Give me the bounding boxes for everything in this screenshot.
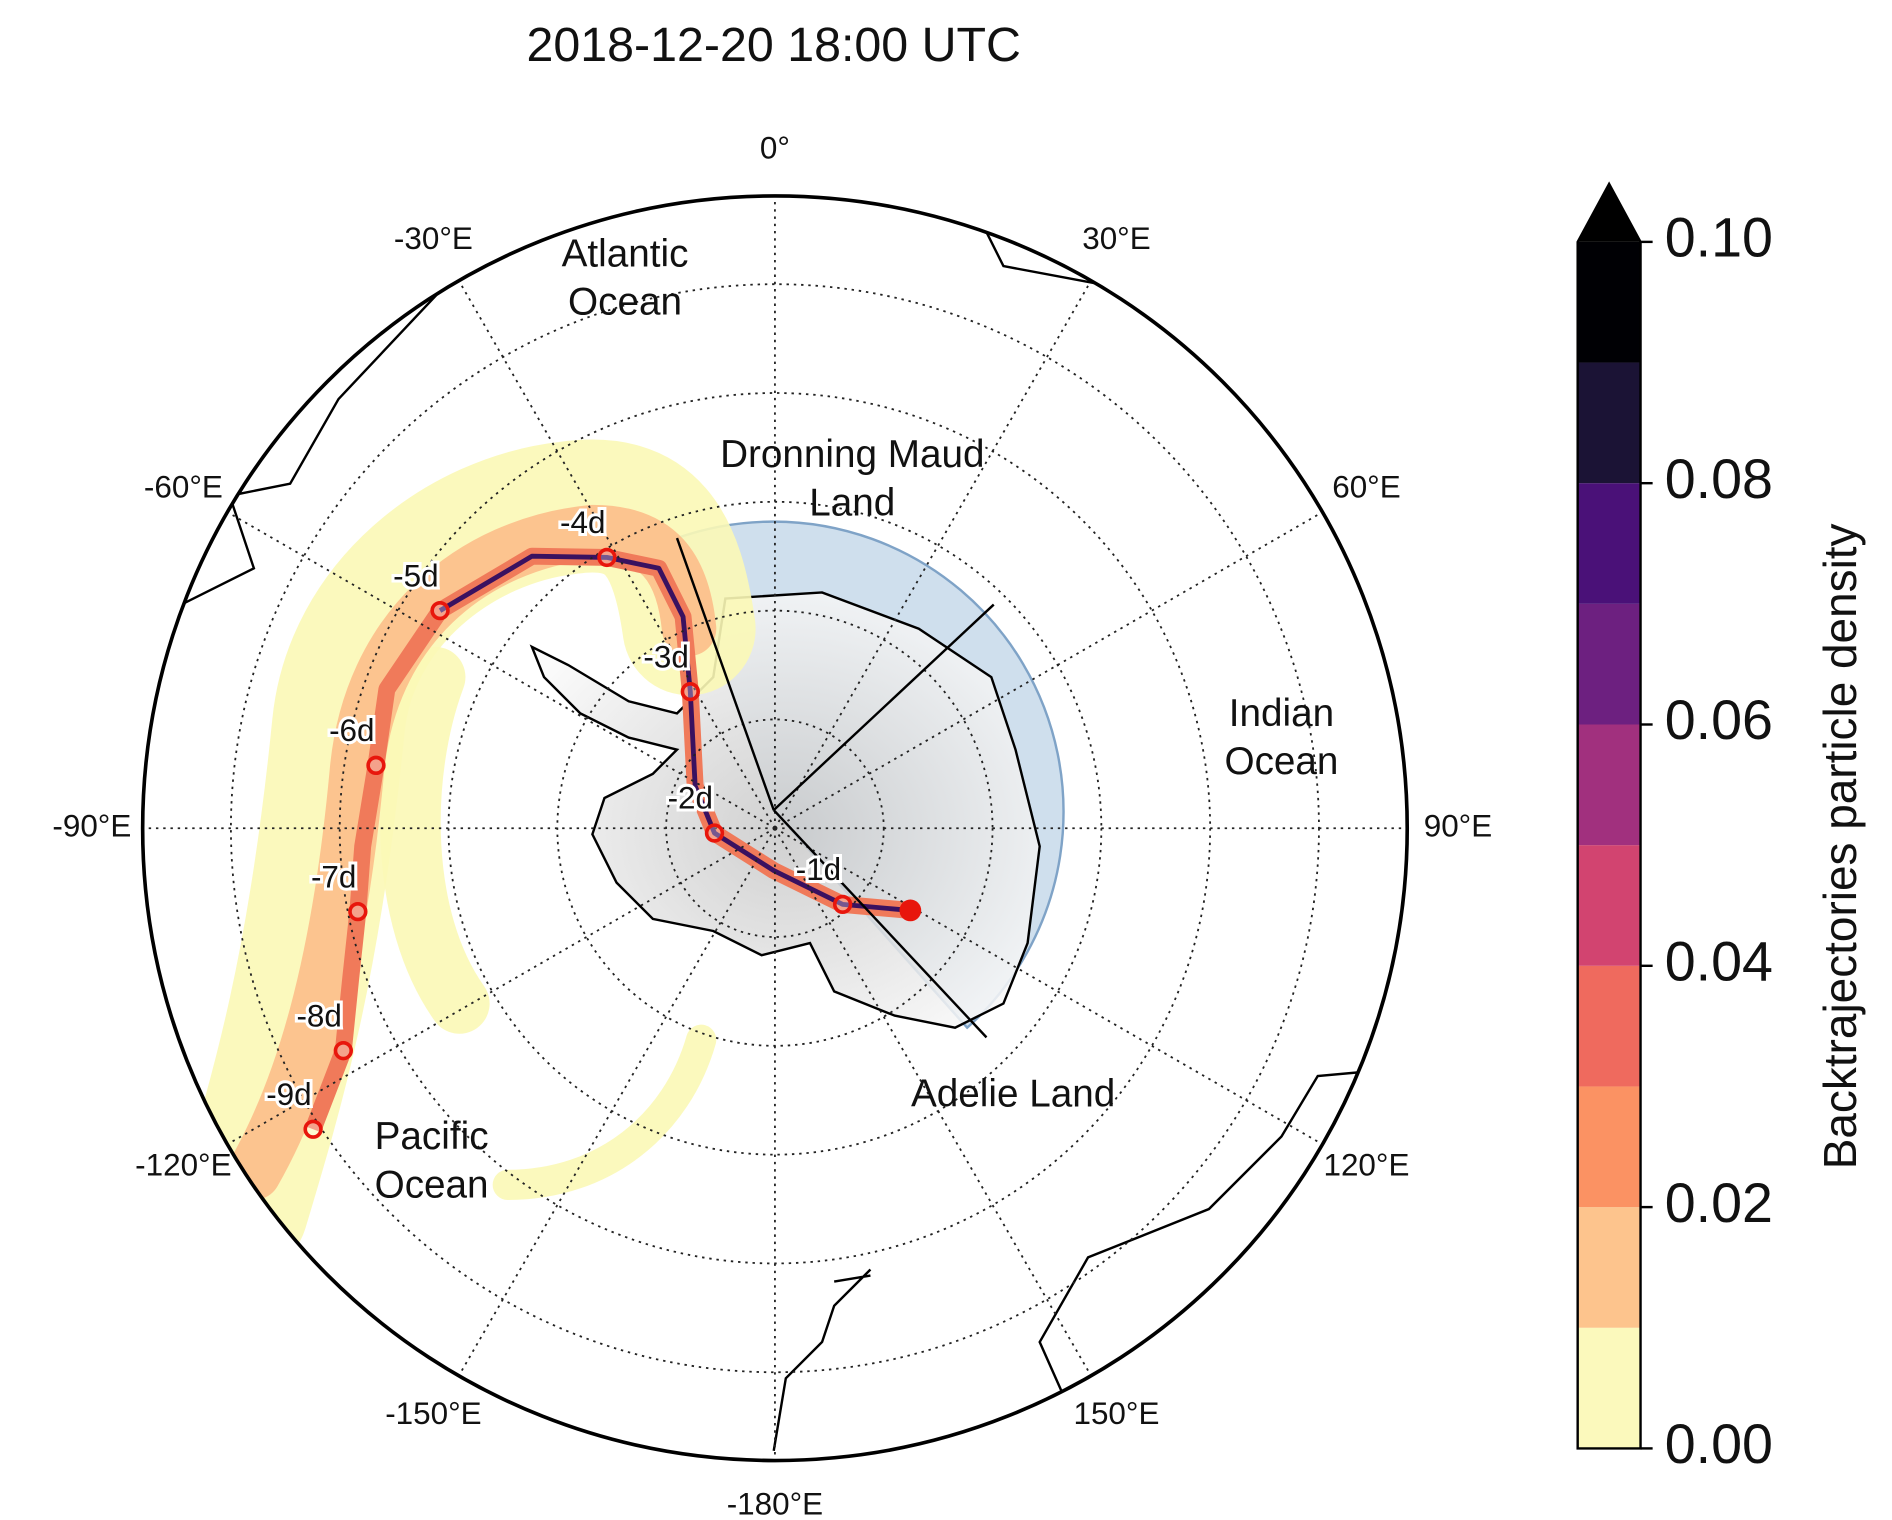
- sector-edge: [772, 603, 995, 811]
- colorbar-bin: [1577, 965, 1641, 1087]
- coastline: [966, 195, 1186, 286]
- graticule: [142, 195, 1408, 1461]
- colorbar-extend: [1577, 183, 1641, 242]
- trajectory-marker: [680, 681, 700, 702]
- day-label: -1d: [796, 852, 841, 887]
- longitude-label: 150°E: [1073, 1396, 1159, 1431]
- region-label-line: Atlantic: [562, 233, 689, 276]
- region-label-line: Dronning Maud: [720, 433, 984, 476]
- colorbar-bin: [1577, 845, 1641, 966]
- colorbar-bin: [1577, 1086, 1641, 1208]
- map-area: [142, 195, 1408, 1461]
- region-label-line: Indian: [1229, 692, 1334, 735]
- longitude-label: -90°E: [52, 809, 131, 844]
- map-frame: [140, 194, 1410, 1463]
- colorbar-tick-label: 0.10: [1665, 207, 1773, 269]
- longitude-label: 90°E: [1424, 809, 1492, 844]
- longitude-label: -180°E: [727, 1487, 823, 1515]
- colorbar-bin: [1577, 1207, 1641, 1328]
- region-label: Indian Ocean: [1225, 692, 1339, 783]
- coastline: [1038, 1062, 1408, 1452]
- trajectory-marker: [832, 894, 853, 915]
- trajectory-marker: [430, 600, 450, 621]
- colorbar-frame: [1576, 181, 1642, 1450]
- longitude-label: -60°E: [144, 469, 223, 504]
- colorbar-tick-label: 0.02: [1665, 1172, 1773, 1234]
- region-label: Atlantic Ocean: [562, 233, 689, 324]
- colorbar-bin: [1577, 603, 1641, 725]
- release-point: [899, 899, 922, 922]
- colorbar-bin: [1577, 1327, 1641, 1449]
- region-label: Dronning Maud Land: [720, 433, 984, 524]
- region-label-line: Pacific: [375, 1115, 489, 1158]
- region-label-line: Ocean: [375, 1163, 489, 1206]
- day-label: -7d: [311, 859, 356, 894]
- region-label-line: Land: [809, 482, 895, 525]
- day-label: -5d: [393, 558, 438, 593]
- colorbar-tick-label: 0.08: [1665, 448, 1773, 510]
- day-label: -6d: [329, 713, 374, 748]
- region-label: Pacific Ocean: [375, 1115, 489, 1206]
- colorbar-bin: [1577, 483, 1641, 604]
- meridian: [458, 827, 776, 1377]
- longitude-label: 30°E: [1082, 221, 1150, 256]
- longitude-label: -30°E: [394, 221, 473, 256]
- day-label: -4d: [560, 505, 605, 540]
- trajectory-marker: [704, 823, 725, 843]
- sector-edge: [772, 809, 988, 1039]
- annotations: 0° 30°E 60°E 90°E 120°E 150°E -180°E -150°E -120…: [52, 130, 1492, 1520]
- colorbar-tick-label: 0.00: [1665, 1413, 1773, 1475]
- plume: [175, 439, 756, 1276]
- region-label-line: Ocean: [1225, 740, 1339, 783]
- day-label: -9d: [266, 1077, 311, 1112]
- longitude-label: 60°E: [1332, 469, 1400, 504]
- trajectory-marker: [366, 755, 386, 776]
- day-label: -3d: [643, 639, 688, 674]
- colorbar-tick-label: 0.06: [1665, 689, 1773, 751]
- trajectory-marker: [333, 1040, 354, 1061]
- colorbar-tick-label: 0.04: [1665, 930, 1773, 992]
- trajectory-marker: [348, 901, 368, 922]
- colorbar-label: Backtrajectories particle density: [1814, 523, 1866, 1169]
- longitude-label: -150°E: [385, 1396, 481, 1431]
- antarctica: [529, 591, 1041, 1029]
- longitude-label: 0°: [760, 130, 790, 165]
- day-label: -8d: [296, 998, 341, 1033]
- longitude-label: 120°E: [1323, 1148, 1409, 1183]
- day-label: -2d: [668, 781, 713, 816]
- title: 2018-12-20 18:00 UTC: [526, 18, 1021, 72]
- region-label: Adelie Land: [911, 1073, 1115, 1116]
- trajectory-marker: [597, 547, 617, 568]
- trajectory-core: [438, 553, 911, 913]
- region-label-line: Ocean: [568, 281, 682, 324]
- colorbar-bin: [1577, 241, 1641, 363]
- colorbar-bin: [1577, 724, 1641, 846]
- coastline: [772, 1268, 872, 1452]
- colorbar-bin: [1577, 362, 1641, 484]
- sector-edge: [675, 537, 775, 811]
- trajectory-marker: [303, 1119, 323, 1139]
- region-label-line: Adelie Land: [911, 1073, 1115, 1116]
- longitude-label: -120°E: [135, 1148, 231, 1183]
